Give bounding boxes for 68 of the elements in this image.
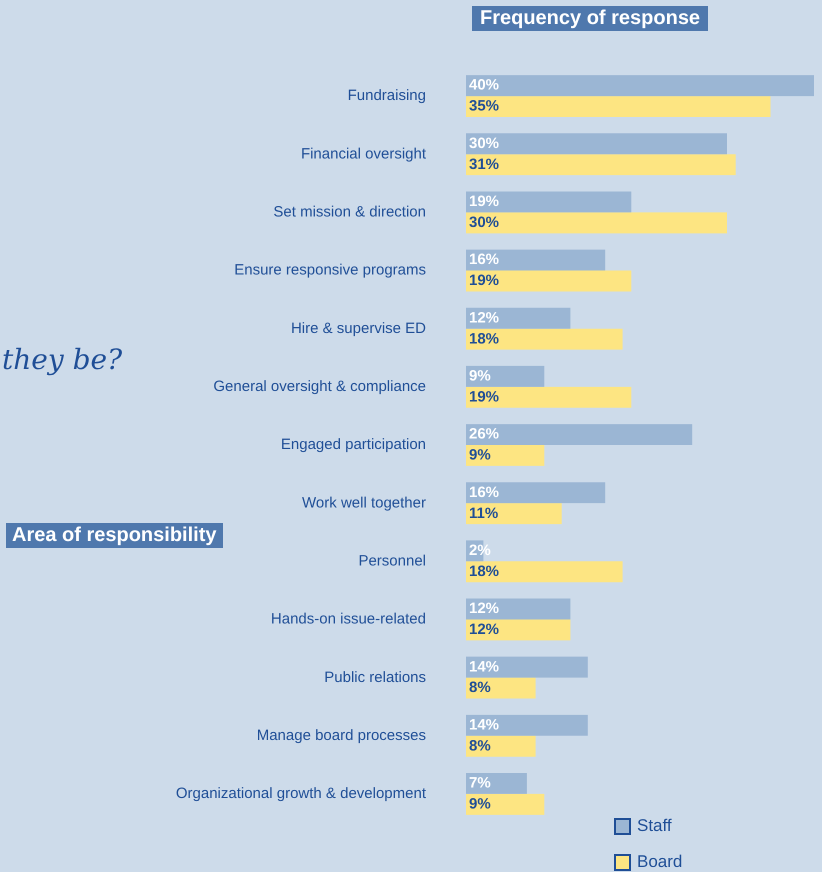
bar: [466, 445, 544, 466]
data-label: 40%: [469, 76, 500, 94]
data-label: 8%: [469, 679, 491, 696]
data-label: 19%: [469, 193, 500, 210]
bar: [466, 714, 588, 736]
y-tick-label: Manage board processes: [256, 726, 426, 744]
bar: [466, 328, 623, 350]
data-label: 14%: [469, 658, 500, 676]
data-label: 9%: [469, 446, 491, 464]
bar: [466, 308, 570, 329]
data-label: 19%: [469, 272, 500, 290]
bar: [466, 191, 632, 212]
data-label: 12%: [469, 309, 500, 326]
y-tick-label: Ensure responsive programs: [234, 262, 426, 279]
bar: [466, 212, 727, 234]
bar: [466, 598, 570, 620]
y-tick-label: Financial oversight: [300, 145, 427, 162]
chart-title: Frequency of response: [472, 6, 708, 31]
data-label: 30%: [469, 134, 500, 152]
data-label: 19%: [469, 388, 500, 406]
data-label: 12%: [469, 600, 500, 618]
data-label: 35%: [469, 98, 500, 115]
legend-label: Staff: [637, 816, 672, 836]
data-label: 16%: [469, 484, 500, 501]
bar: [466, 424, 692, 445]
data-label: 26%: [469, 426, 500, 443]
y-tick-label: Fundraising: [348, 87, 426, 104]
y-tick-label: Hire & supervise ED: [290, 320, 426, 337]
y-tick-label: General oversight & compliance: [213, 378, 426, 395]
bar: [466, 96, 770, 118]
bar: [466, 561, 623, 582]
bar: [466, 503, 562, 524]
data-label: 7%: [469, 774, 491, 792]
y-axis-title: Area of responsibility: [6, 523, 222, 548]
bar: [466, 656, 588, 678]
data-label: 9%: [469, 796, 491, 813]
bar: [466, 794, 544, 815]
y-tick-label: Engaged participation: [280, 436, 426, 454]
bar: [466, 772, 527, 794]
data-label: 18%: [469, 562, 500, 580]
bar: [466, 386, 632, 408]
bar: [466, 270, 632, 292]
data-label: 2%: [469, 542, 491, 559]
bar: [466, 482, 606, 504]
data-label: 8%: [469, 737, 491, 754]
y-tick-label: Personnel: [358, 552, 426, 570]
bar: [466, 619, 570, 640]
bar: [466, 133, 727, 154]
data-label: 18%: [469, 330, 500, 348]
bar: [466, 366, 544, 387]
data-label: 30%: [469, 214, 500, 231]
bar: [466, 250, 606, 271]
bar: [466, 154, 736, 176]
data-label: 11%: [469, 504, 498, 522]
data-label: 9%: [469, 368, 491, 385]
y-tick-label: Work well together: [302, 494, 426, 512]
data-label: 31%: [469, 156, 500, 173]
legend-label: Board: [637, 852, 682, 872]
y-tick-label: Set mission & direction: [273, 204, 426, 221]
data-label: 12%: [469, 621, 500, 638]
text: they be?: [2, 343, 122, 376]
y-tick-label: Hands-on issue-related: [270, 610, 426, 628]
y-tick-label: Public relations: [324, 668, 426, 686]
data-label: 16%: [469, 251, 500, 268]
bar: [466, 75, 814, 96]
y-tick-label: Organizational growth & development: [176, 785, 427, 802]
bar: [466, 678, 536, 699]
data-label: 14%: [469, 716, 500, 734]
